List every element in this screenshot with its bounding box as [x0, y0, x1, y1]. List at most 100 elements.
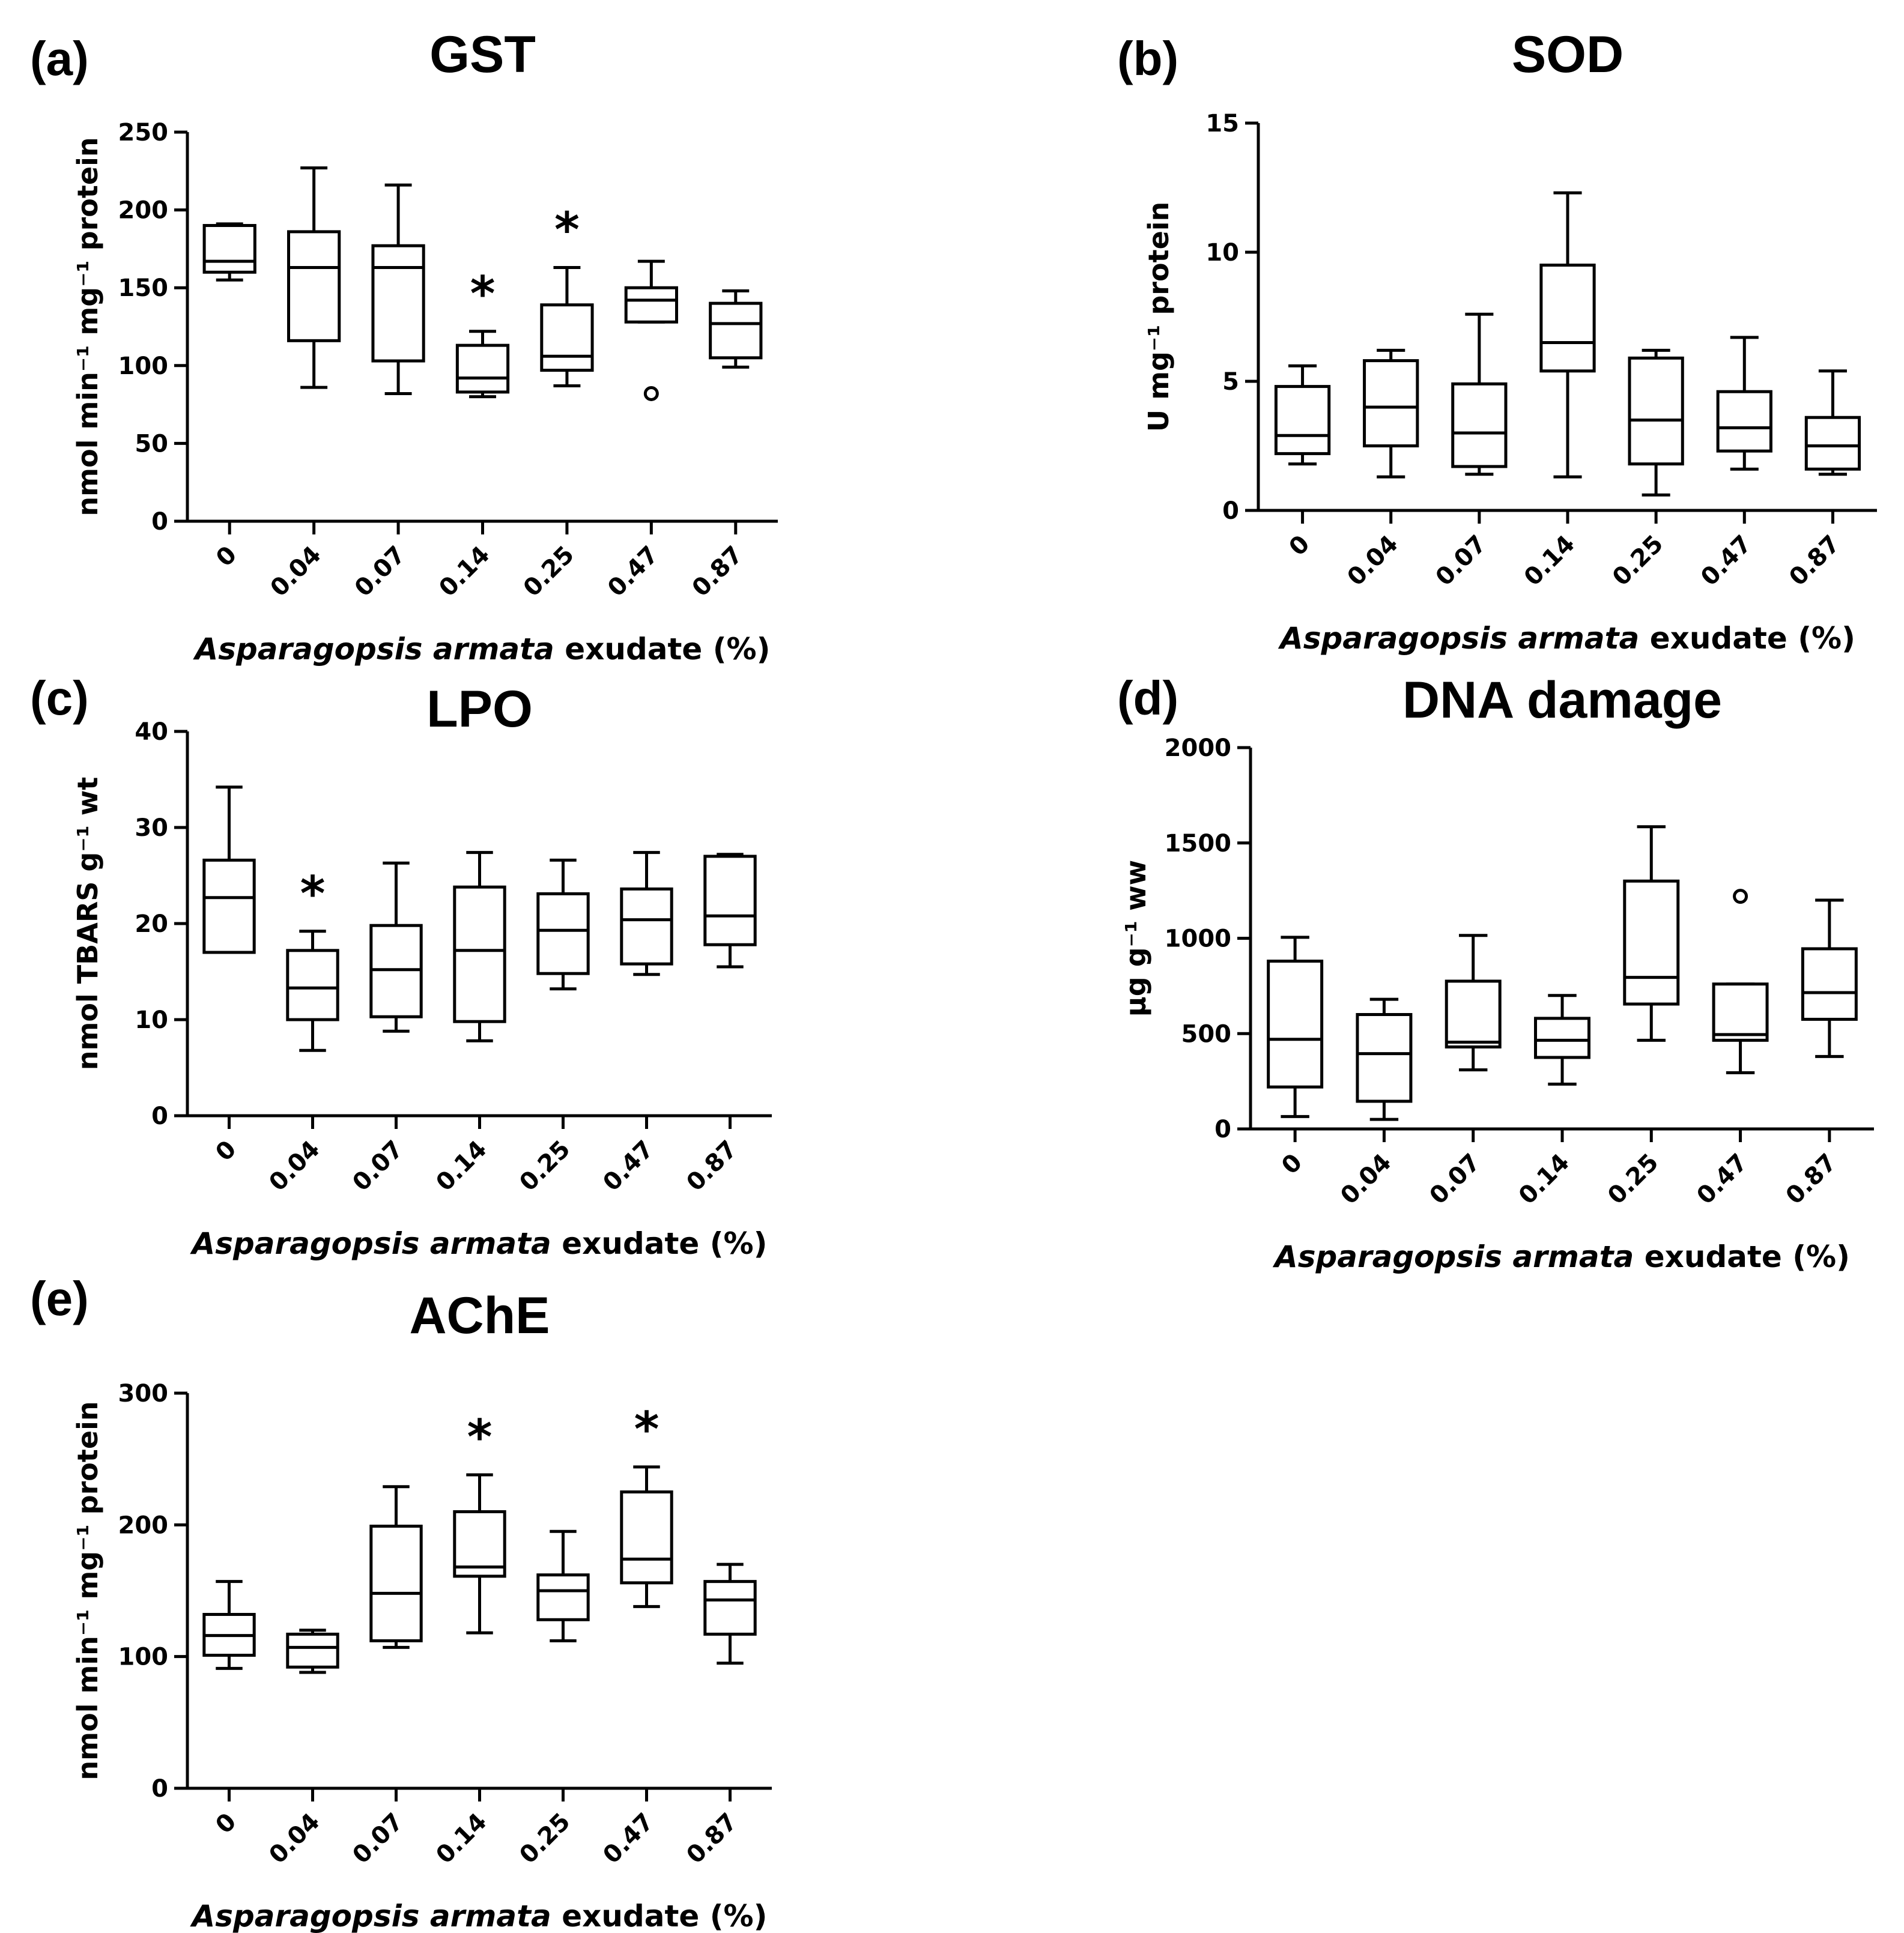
panel-label: (a) [30, 32, 89, 85]
box-0 [1267, 936, 1324, 1118]
y-tick-label: 250 [118, 119, 169, 147]
box-0.47 [620, 851, 673, 976]
panel-label: (d) [1117, 671, 1178, 725]
box-0.25 [1623, 825, 1680, 1042]
box-0.87 [703, 1562, 757, 1665]
x-tick-label: 0.25 [514, 1808, 575, 1869]
box-0.04: * [286, 866, 339, 1052]
iqr-box [620, 1490, 673, 1585]
y-axis-label: U mg⁻¹ protein [1142, 202, 1175, 432]
iqr-box [202, 858, 256, 954]
x-tick-label: 0.04 [1342, 530, 1403, 591]
iqr-box [453, 885, 506, 1023]
x-tick-label: 0.07 [347, 1808, 408, 1869]
box-0 [202, 785, 256, 954]
box-0.47 [624, 259, 678, 324]
y-tick-label: 20 [135, 910, 168, 938]
y-tick-label: 300 [118, 1380, 169, 1408]
x-tick-label: 0.04 [264, 1136, 325, 1197]
box-0.47: * [620, 1402, 673, 1608]
x-tick-label: 0 [211, 541, 242, 572]
iqr-box [1356, 1013, 1413, 1103]
x-tick-label: 0.04 [264, 1808, 325, 1869]
y-tick-label: 0 [1214, 1116, 1231, 1143]
x-tick-label: 0.87 [681, 1136, 742, 1197]
box-0.14: * [453, 1409, 506, 1635]
y-tick-label: 2000 [1165, 734, 1231, 762]
outlier-point [1733, 889, 1748, 904]
box-0.47 [1712, 982, 1769, 1074]
x-tick-label: 0.07 [1424, 1149, 1485, 1210]
y-tick-label: 200 [118, 197, 169, 225]
x-axis-label-unit: exudate (%) [1639, 621, 1855, 656]
box-0.07 [369, 1485, 423, 1649]
x-tick-label: 0.25 [1602, 1149, 1664, 1210]
box-0.04 [1356, 997, 1413, 1121]
x-tick-label: 0 [210, 1808, 241, 1839]
iqr-box [709, 301, 763, 360]
y-tick-label: 10 [1205, 239, 1239, 267]
x-axis-label-unit: exudate (%) [1634, 1239, 1850, 1274]
iqr-box [286, 949, 339, 1021]
x-tick-label: 0.14 [431, 1808, 492, 1869]
iqr-box [1712, 982, 1769, 1042]
y-tick-label: 500 [1181, 1020, 1232, 1048]
box-0.07 [371, 183, 425, 395]
iqr-box [1716, 390, 1772, 453]
iqr-box [287, 230, 341, 342]
x-axis-label-species: Asparagopsis armata [1278, 621, 1639, 656]
x-tick-label: 0.47 [1696, 530, 1757, 591]
box-0 [202, 1580, 256, 1670]
x-axis-label: Asparagopsis armata exudate (%) [190, 1226, 768, 1261]
y-tick-label: 40 [135, 718, 168, 746]
x-tick-label: 0.07 [347, 1136, 408, 1197]
chart-title: LPO [426, 680, 533, 738]
y-tick-label: 0 [1222, 497, 1239, 525]
iqr-box [286, 1632, 339, 1669]
iqr-box [1445, 979, 1502, 1048]
y-tick-label: 30 [135, 814, 168, 842]
iqr-box [1539, 264, 1596, 373]
x-tick-label: 0.47 [602, 541, 664, 602]
y-tick-label: 15 [1205, 110, 1239, 138]
box-0.14 [1534, 994, 1590, 1086]
significance-marker: * [554, 202, 580, 258]
chart-panel: (a) GST 0 50 100 150 200 250 nmol min⁻¹ mg⁻¹ pro… [30, 26, 778, 667]
x-tick-label: 0.04 [265, 541, 326, 602]
box-0.14: * [455, 266, 510, 399]
y-tick-label: 10 [135, 1006, 168, 1034]
x-axis-label-unit: exudate (%) [554, 632, 771, 667]
iqr-box [703, 1580, 757, 1636]
iqr-box [202, 224, 256, 274]
x-axis-label: Asparagopsis armata exudate (%) [193, 632, 771, 667]
iqr-box [1628, 356, 1684, 466]
chart-panel: (b) SOD 0 5 10 15 U mg⁻¹ protein 0 0.04 0.07 0.14 0… [1117, 26, 1877, 656]
x-tick-label: 0.14 [1519, 530, 1580, 591]
iqr-box [536, 892, 590, 975]
significance-marker: * [467, 1409, 493, 1465]
x-tick-label: 0.87 [681, 1808, 742, 1869]
iqr-box [1274, 385, 1331, 455]
iqr-box [369, 1525, 423, 1642]
x-axis-label: Asparagopsis armata exudate (%) [1278, 621, 1855, 656]
y-tick-label: 0 [151, 1775, 168, 1803]
box-0.04 [286, 1629, 339, 1674]
x-tick-label: 0.25 [514, 1136, 575, 1197]
x-tick-label: 0.47 [598, 1808, 659, 1869]
y-tick-label: 200 [118, 1511, 169, 1539]
box-0.07 [1451, 312, 1508, 476]
significance-marker: * [470, 266, 496, 322]
x-axis-label-species: Asparagopsis armata [193, 632, 554, 667]
x-tick-label: 0.07 [350, 541, 411, 602]
iqr-box [620, 887, 673, 966]
iqr-box [455, 343, 510, 394]
iqr-box [1623, 879, 1680, 1006]
iqr-box [1363, 359, 1419, 447]
x-axis-label: Asparagopsis armata exudate (%) [1272, 1239, 1850, 1274]
x-tick-label: 0.47 [598, 1136, 659, 1197]
chart-title: AChE [409, 1287, 550, 1345]
x-tick-label: 0.87 [687, 541, 748, 602]
x-tick-label: 0.25 [518, 541, 580, 602]
x-tick-label: 0.14 [431, 1136, 492, 1197]
y-tick-label: 0 [151, 508, 168, 536]
